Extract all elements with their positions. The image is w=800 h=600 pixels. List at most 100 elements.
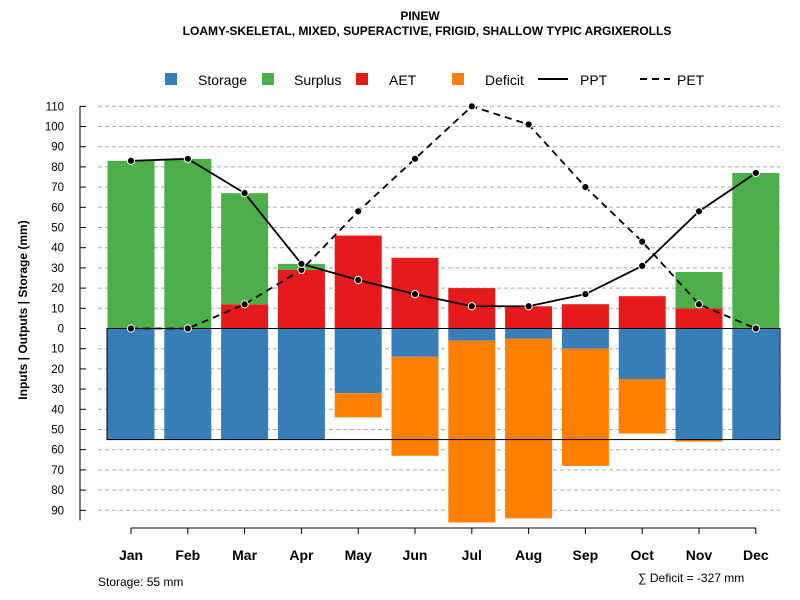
pet-point xyxy=(240,300,249,309)
y-tick-label: 90 xyxy=(51,505,64,517)
bar-deficit xyxy=(448,340,496,523)
legend-label-storage: Storage xyxy=(198,72,247,88)
legend-swatch-deficit xyxy=(452,73,464,85)
x-tick-label: May xyxy=(345,547,372,563)
bar-storage xyxy=(505,328,553,339)
y-tick-label: 50 xyxy=(51,425,64,437)
ppt-point xyxy=(354,275,363,285)
axes: 1101009080706050403020100102030405060708… xyxy=(45,101,769,563)
x-tick-label: Jun xyxy=(403,547,428,563)
y-tick-label: 40 xyxy=(51,243,64,255)
chart-subtitle: LOAMY-SKELETAL, MIXED, SUPERACTIVE, FRIG… xyxy=(183,24,672,38)
y-tick-label: 30 xyxy=(51,263,64,275)
y-tick-label: 100 xyxy=(45,122,64,134)
legend-label-aet: AET xyxy=(389,72,417,88)
y-tick-label: 70 xyxy=(51,182,64,194)
bar-storage xyxy=(448,328,496,341)
pet-point xyxy=(581,183,590,192)
bar-deficit xyxy=(505,338,553,519)
x-tick-label: Sep xyxy=(573,547,599,563)
bar-storage xyxy=(164,328,212,440)
pet-point xyxy=(183,324,192,333)
bar-aet xyxy=(561,304,609,329)
pet-point xyxy=(751,324,760,333)
pet-point xyxy=(126,324,136,333)
x-tick-label: Jan xyxy=(119,547,143,563)
storage-capacity-box xyxy=(106,328,781,441)
ppt-point xyxy=(751,168,760,178)
y-tick-label: 0 xyxy=(58,324,64,336)
ppt-point xyxy=(126,156,136,165)
ppt-point xyxy=(524,302,533,311)
y-tick-label: 60 xyxy=(51,202,64,214)
chart-title: PINEW xyxy=(400,9,440,23)
ppt-point xyxy=(467,302,476,311)
bar-surplus xyxy=(107,160,155,329)
x-tick-label: Dec xyxy=(743,547,769,563)
y-tick-label: 40 xyxy=(51,404,64,416)
x-tick-label: Nov xyxy=(686,547,713,563)
pet-point xyxy=(467,102,476,111)
pet-point xyxy=(354,207,363,216)
legend-label-surplus: Surplus xyxy=(294,72,341,88)
bar-surplus xyxy=(732,172,780,329)
legend: Storage Surplus AET Deficit PPT PET xyxy=(165,72,705,88)
x-tick-label: Apr xyxy=(289,547,314,563)
x-tick-label: Feb xyxy=(175,547,200,563)
bar-deficit xyxy=(391,356,439,456)
y-tick-label: 20 xyxy=(51,364,64,376)
bar-storage xyxy=(732,328,780,440)
bar-aet xyxy=(277,269,325,329)
bar-aet xyxy=(675,308,723,329)
y-tick-label: 50 xyxy=(51,223,64,235)
x-tick-label: Jul xyxy=(462,547,482,563)
ppt-line xyxy=(130,157,757,308)
bar-deficit xyxy=(675,439,723,442)
deficit-note: ∑ Deficit = -327 mm xyxy=(638,571,744,585)
bar-storage xyxy=(107,328,155,440)
bar-aet xyxy=(505,306,553,329)
bar-storage xyxy=(391,328,439,357)
y-tick-label: 80 xyxy=(51,162,64,174)
bar-storage xyxy=(675,328,723,440)
bar-deficit xyxy=(618,379,666,434)
gridlines xyxy=(98,105,780,511)
storage-note: Storage: 55 mm xyxy=(98,575,183,589)
legend-swatch-surplus xyxy=(262,73,274,85)
bar-aet xyxy=(618,296,666,329)
y-tick-label: 20 xyxy=(51,283,64,295)
bar-deficit xyxy=(561,348,609,466)
ppt-point xyxy=(240,189,249,198)
y-tick-label: 70 xyxy=(51,465,64,477)
x-tick-label: Aug xyxy=(515,547,542,563)
y-tick-label: 80 xyxy=(51,485,64,497)
pet-line xyxy=(131,105,757,330)
legend-swatch-storage xyxy=(165,73,177,85)
y-tick-label: 10 xyxy=(51,344,64,356)
bar-storage xyxy=(561,328,609,349)
y-tick-label: 60 xyxy=(51,445,64,457)
y-tick-label: 90 xyxy=(51,142,64,154)
bar-surplus xyxy=(164,158,212,329)
x-tick-label: Oct xyxy=(631,547,655,563)
y-tick-label: 10 xyxy=(51,303,64,315)
ppt-point xyxy=(183,154,192,163)
bar-storage xyxy=(334,328,382,394)
y-tick-label: 30 xyxy=(51,384,64,396)
pet-point xyxy=(694,300,704,309)
ppt-point xyxy=(581,290,590,299)
pet-point xyxy=(524,120,533,129)
legend-swatch-aet xyxy=(356,73,368,85)
ppt-point xyxy=(297,259,306,268)
ppt-point xyxy=(638,261,647,270)
legend-label-deficit: Deficit xyxy=(485,72,524,88)
pet-point xyxy=(638,237,647,246)
pet-point xyxy=(410,154,420,163)
bar-storage xyxy=(221,328,269,440)
y-tick-label: 110 xyxy=(46,101,64,113)
bar-surplus xyxy=(221,193,269,305)
bars xyxy=(107,158,780,523)
legend-label-ppt: PPT xyxy=(580,72,608,88)
bar-storage xyxy=(618,328,666,379)
